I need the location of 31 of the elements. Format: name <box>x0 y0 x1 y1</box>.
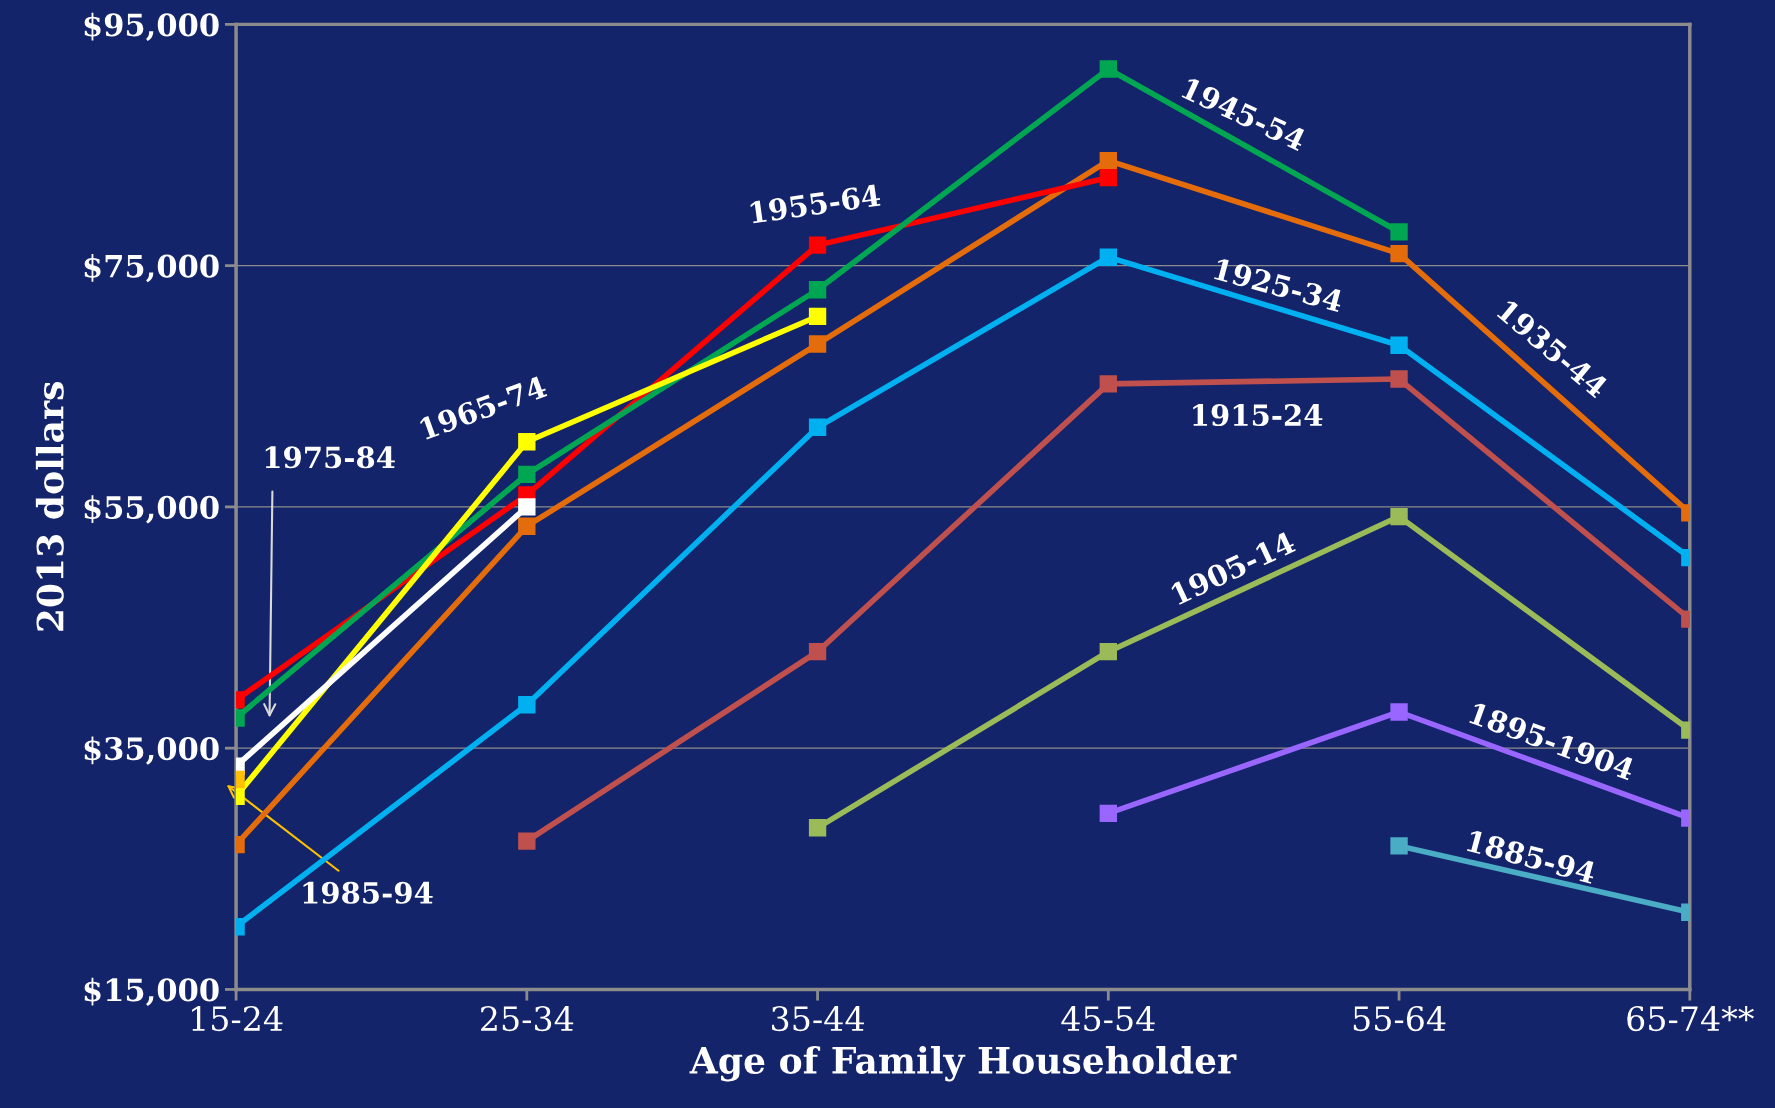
y-axis-title: 2013 dollars <box>35 382 64 631</box>
x-tick-label: 25-34 <box>481 1006 574 1032</box>
point <box>808 819 827 837</box>
y-tick-label: $15,000 <box>84 977 219 1007</box>
point <box>1099 248 1117 266</box>
x-tick-label: 55-64 <box>1353 1006 1446 1032</box>
text: 1985-94 <box>303 881 433 904</box>
point <box>808 642 827 661</box>
point <box>808 307 827 325</box>
text: 1975-84 <box>265 446 395 469</box>
point <box>1099 804 1117 822</box>
x-tick-label: 45-54 <box>1061 1006 1155 1032</box>
y-tick-label: $55,000 <box>84 495 219 524</box>
point <box>808 418 827 436</box>
y-tick-label: $75,000 <box>84 253 219 283</box>
point <box>808 281 827 299</box>
point <box>1099 642 1117 661</box>
series-label: 1915-24 <box>1193 404 1323 427</box>
x-tick-label: 15-24 <box>192 1006 283 1032</box>
x-axis-title: Age of Family Householder <box>689 1046 1237 1082</box>
y-tick-label: $35,000 <box>84 736 219 765</box>
point <box>1099 168 1117 187</box>
point <box>1099 60 1117 78</box>
point <box>808 335 827 353</box>
point <box>1099 375 1117 393</box>
point <box>808 236 827 254</box>
x-tick-label: 65-74** <box>1627 1006 1754 1032</box>
point <box>1099 152 1117 170</box>
x-tick-label: 35-44 <box>772 1006 864 1032</box>
text: 1955-64 <box>750 183 881 224</box>
y-tick-label: $95,000 <box>84 12 219 42</box>
